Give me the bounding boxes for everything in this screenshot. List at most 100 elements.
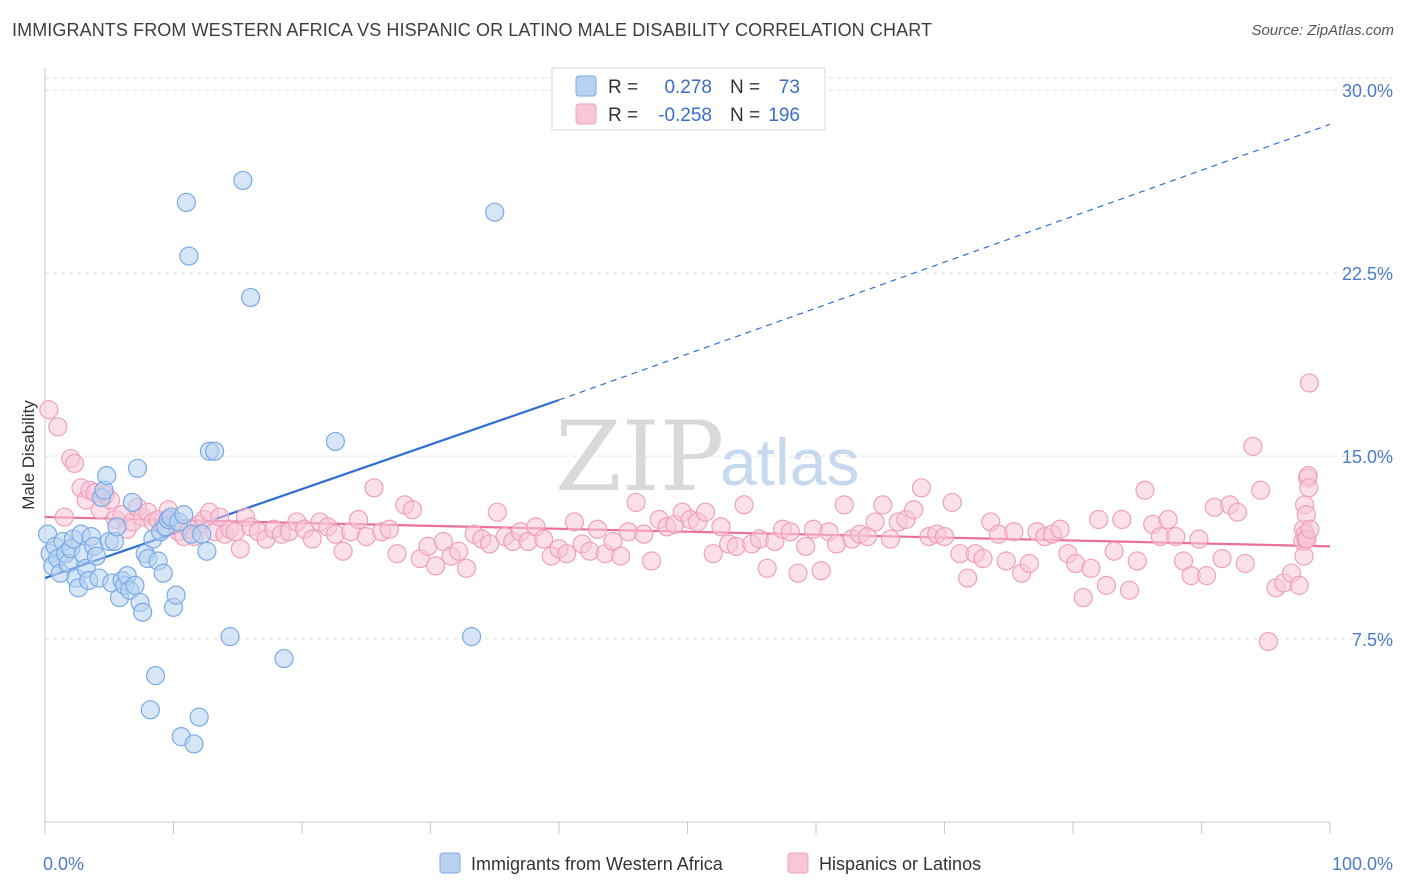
- data-point: [1096, 575, 1117, 595]
- data-point: [179, 246, 199, 266]
- data-point: [205, 441, 225, 461]
- data-point: [695, 502, 716, 522]
- data-point: [1258, 631, 1278, 652]
- data-point: [39, 400, 59, 420]
- data-point: [86, 546, 107, 566]
- data-point: [379, 519, 399, 539]
- trend-line-western-africa: [44, 398, 560, 580]
- data-point: [780, 522, 800, 542]
- data-point: [811, 561, 831, 581]
- data-point: [166, 585, 186, 605]
- data-point: [487, 502, 507, 522]
- data-point: [1127, 551, 1147, 571]
- legend-r-label-1: R =: [608, 77, 638, 98]
- data-point: [325, 431, 346, 452]
- data-point: [911, 478, 931, 498]
- source-credit: Source: ZipAtlas.com: [1251, 22, 1394, 39]
- trend-line-western-africa-projection: [558, 123, 1331, 401]
- data-point: [402, 500, 423, 520]
- data-point: [634, 524, 654, 544]
- legend-r-value-1: 0.278: [664, 77, 712, 98]
- bottom-legend-swatch-blue: [439, 852, 461, 874]
- data-point: [1189, 529, 1209, 549]
- data-point: [456, 558, 477, 578]
- data-point: [364, 478, 384, 498]
- data-point: [220, 627, 240, 647]
- data-point: [1251, 480, 1271, 500]
- data-point: [1300, 519, 1320, 539]
- data-point: [1212, 548, 1232, 569]
- y-axis-title: Male Disability: [19, 400, 38, 510]
- data-point: [449, 541, 469, 561]
- legend-swatch-blue: [575, 75, 597, 97]
- y-tick-label: 15.0%: [1342, 447, 1393, 467]
- data-point: [153, 563, 173, 583]
- chart-title: IMMIGRANTS FROM WESTERN AFRICA VS HISPAN…: [12, 20, 933, 40]
- data-point: [564, 512, 585, 532]
- data-point: [176, 192, 196, 213]
- data-point: [865, 512, 885, 532]
- data-point: [1299, 373, 1320, 393]
- y-tick-label: 30.0%: [1342, 81, 1393, 101]
- y-tick-label: 7.5%: [1352, 630, 1393, 650]
- data-point: [274, 648, 294, 669]
- data-point: [788, 563, 808, 583]
- data-points: [37, 170, 1320, 754]
- data-point: [533, 529, 554, 549]
- data-point: [127, 458, 148, 478]
- data-point: [904, 500, 924, 520]
- data-point: [734, 495, 754, 515]
- x-tick-label: 0.0%: [43, 854, 84, 874]
- data-point: [973, 548, 993, 569]
- data-point: [480, 534, 500, 554]
- data-point: [711, 517, 731, 537]
- watermark-atlas: atlas: [720, 425, 859, 499]
- data-point: [1019, 553, 1039, 574]
- data-point: [958, 568, 978, 588]
- legend-n-label-2: N =: [730, 105, 760, 126]
- data-point: [1089, 509, 1109, 530]
- data-point: [184, 734, 204, 754]
- data-point: [48, 417, 68, 437]
- data-point: [557, 544, 577, 564]
- data-point: [641, 551, 662, 571]
- legend-n-value-1: 73: [779, 77, 800, 98]
- data-point: [942, 492, 962, 513]
- legend-r-label-2: R =: [608, 105, 638, 126]
- data-point: [145, 666, 166, 686]
- data-point: [122, 492, 142, 513]
- data-point: [1119, 580, 1140, 600]
- data-point: [233, 170, 253, 191]
- bottom-legend-label-1: Immigrants from Western Africa: [471, 854, 724, 874]
- data-point: [107, 517, 127, 537]
- x-tick-label: 100.0%: [1332, 854, 1393, 874]
- bottom-legend-swatch-pink: [787, 852, 809, 874]
- data-point: [462, 627, 482, 647]
- data-point: [1294, 546, 1314, 566]
- data-point: [1289, 575, 1309, 595]
- data-point: [611, 546, 631, 566]
- data-point: [1158, 509, 1178, 530]
- data-point: [1197, 566, 1217, 586]
- trend-lines: [44, 123, 1331, 580]
- legend-n-label-1: N =: [730, 77, 760, 98]
- data-point: [197, 541, 217, 561]
- data-point: [996, 551, 1016, 571]
- trend-line-hispanic: [44, 515, 1331, 548]
- data-point: [626, 492, 646, 513]
- data-point: [1112, 509, 1132, 530]
- data-point: [1104, 541, 1124, 561]
- data-point: [97, 466, 117, 486]
- data-point: [880, 529, 901, 549]
- data-point: [64, 453, 85, 474]
- data-point: [873, 495, 893, 515]
- data-point: [125, 575, 145, 595]
- data-point: [348, 509, 369, 530]
- bottom-legend-label-2: Hispanics or Latinos: [819, 854, 981, 874]
- data-point: [1004, 522, 1024, 542]
- data-point: [934, 526, 955, 547]
- data-point: [140, 700, 160, 720]
- data-point: [192, 524, 212, 544]
- data-point: [230, 539, 250, 559]
